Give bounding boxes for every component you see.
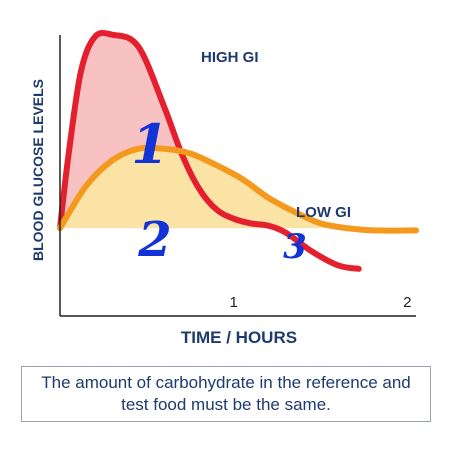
- area-label-1: 1: [131, 112, 169, 176]
- low-gi-area: [60, 147, 416, 231]
- area-label-2: 2: [137, 212, 171, 268]
- note-box: The amount of carbohydrate in the refere…: [21, 366, 431, 422]
- y-axis-title: BLOOD GLUCOSE LEVELS: [30, 79, 46, 261]
- note-text: The amount of carbohydrate in the refere…: [41, 373, 411, 414]
- area-fills: [60, 32, 416, 231]
- x-tick-label: 1: [229, 294, 237, 311]
- series-labels: HIGH GI LOW GI: [201, 49, 351, 221]
- x-axis-title: TIME / HOURS: [181, 328, 297, 347]
- high-gi-label: HIGH GI: [201, 49, 259, 66]
- area-labels: 1 2 3: [131, 112, 307, 268]
- low-gi-label: LOW GI: [296, 204, 351, 221]
- series-lines: [57, 29, 419, 272]
- x-tick-label: 2: [403, 294, 411, 311]
- low-gi-line: [57, 144, 419, 234]
- high-gi-line: [57, 29, 362, 272]
- area-label-3: 3: [283, 227, 307, 267]
